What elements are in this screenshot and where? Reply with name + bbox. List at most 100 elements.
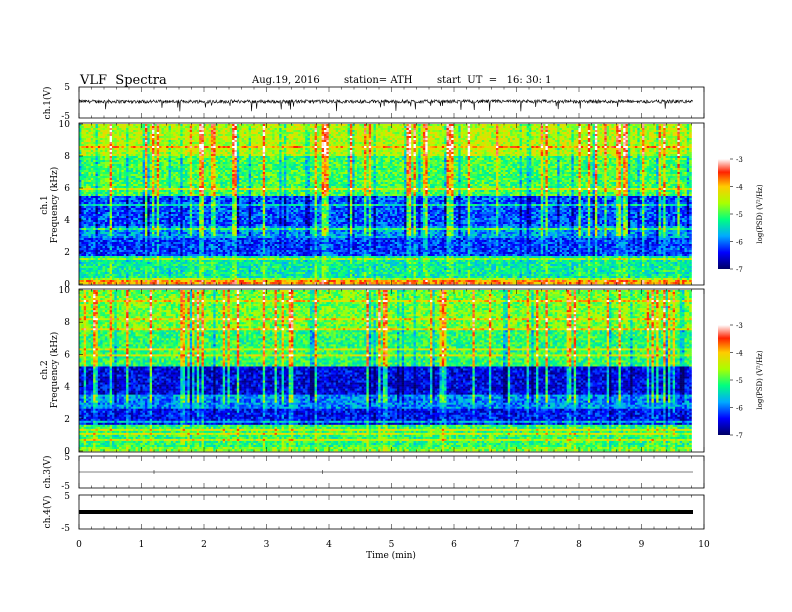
spectrogram-cell bbox=[352, 124, 355, 126]
spectrogram-cell bbox=[117, 132, 120, 134]
spectrogram-cell bbox=[343, 128, 346, 130]
spectrogram-cell bbox=[114, 134, 117, 136]
spectrogram-cell bbox=[444, 130, 447, 132]
spectrogram-cell bbox=[154, 130, 157, 132]
spectrogram-cell bbox=[378, 126, 381, 128]
spectrogram-cell bbox=[373, 134, 376, 136]
spectrogram-cell bbox=[395, 128, 398, 130]
spectrogram-cell bbox=[138, 132, 141, 134]
spectrogram-cell bbox=[550, 130, 553, 132]
spectrogram-cell bbox=[477, 132, 480, 134]
spectrogram-cell bbox=[279, 136, 282, 138]
spectrogram-cell bbox=[684, 128, 687, 130]
spectrogram-cell bbox=[213, 138, 216, 140]
spectrogram-cell bbox=[430, 128, 433, 130]
spectrogram-cell bbox=[595, 132, 598, 134]
spectrogram-cell bbox=[637, 126, 640, 128]
spectrogram-cell bbox=[366, 128, 369, 130]
spectrogram-cell bbox=[169, 134, 172, 136]
spectrogram-cell bbox=[494, 138, 497, 140]
spectrogram-cell bbox=[545, 130, 548, 132]
spectrogram-cell bbox=[369, 134, 372, 136]
spectrogram-cell bbox=[496, 138, 499, 140]
spectrogram-cell bbox=[277, 134, 280, 136]
spectrogram-cell bbox=[621, 132, 624, 134]
spectrogram-cell bbox=[564, 130, 567, 132]
spectrogram-cell bbox=[376, 126, 379, 128]
spectrogram-cell bbox=[180, 134, 183, 136]
spectrogram-cell bbox=[472, 126, 475, 128]
spectrogram-cell bbox=[421, 134, 424, 136]
spectrogram-cell bbox=[206, 128, 209, 130]
spectrogram-cell bbox=[522, 136, 525, 138]
spectrogram-cell bbox=[169, 130, 172, 132]
spectrogram-cell bbox=[465, 136, 468, 138]
spectrogram-cell bbox=[230, 132, 233, 134]
spectrogram-cell bbox=[357, 124, 360, 126]
spectrogram-cell bbox=[152, 138, 155, 140]
spectrogram-cell bbox=[289, 132, 292, 134]
spectrogram-cell bbox=[402, 128, 405, 130]
spectrogram-cell bbox=[496, 126, 499, 128]
spectrogram-cell bbox=[463, 130, 466, 132]
spectrogram-cell bbox=[345, 136, 348, 138]
spectrogram-cell bbox=[498, 126, 501, 128]
spectrogram-cell bbox=[263, 126, 266, 128]
spectrogram-cell bbox=[312, 124, 315, 126]
spectrogram-cell bbox=[630, 124, 633, 126]
spectrogram-cell bbox=[637, 136, 640, 138]
spectrogram-cell bbox=[451, 126, 454, 128]
spectrogram-cell bbox=[449, 128, 452, 130]
spectrogram-cell bbox=[234, 130, 237, 132]
spectrogram-cell bbox=[602, 130, 605, 132]
spectrogram-cell bbox=[211, 126, 214, 128]
spectrogram-cell bbox=[298, 126, 301, 128]
spectrogram-cell bbox=[244, 124, 247, 126]
spectrogram-cell bbox=[298, 128, 301, 130]
spectrogram-cell bbox=[385, 132, 388, 134]
spectrogram-cell bbox=[489, 128, 492, 130]
spectrogram-cell bbox=[159, 134, 162, 136]
spectrogram-cell bbox=[461, 136, 464, 138]
spectrogram-cell bbox=[456, 134, 459, 136]
spectrogram-cell bbox=[303, 138, 306, 140]
spectrogram-cell bbox=[152, 132, 155, 134]
spectrogram-cell bbox=[381, 132, 384, 134]
spectrogram-cell bbox=[651, 134, 654, 136]
spectrogram-cell bbox=[557, 134, 560, 136]
spectrogram-cell bbox=[336, 138, 339, 140]
spectrogram-cell bbox=[140, 138, 143, 140]
spectrogram-cell bbox=[84, 138, 87, 140]
spectrogram-cell bbox=[164, 138, 167, 140]
spectrogram-cell bbox=[395, 132, 398, 134]
spectrogram-cell bbox=[687, 126, 690, 128]
spectrogram-cell bbox=[555, 130, 558, 132]
spectrogram-cell bbox=[435, 128, 438, 130]
spectrogram-cell bbox=[630, 126, 633, 128]
spectrogram-cell bbox=[147, 124, 150, 126]
spectrogram-cell bbox=[293, 128, 296, 130]
spectrogram-cell bbox=[152, 126, 155, 128]
spectrogram-cell bbox=[536, 124, 539, 126]
spectrogram-cell bbox=[522, 126, 525, 128]
spectrogram-cell bbox=[291, 138, 294, 140]
spectrogram-cell bbox=[611, 132, 614, 134]
spectrogram-cell bbox=[331, 138, 334, 140]
spectrogram-cell bbox=[187, 126, 190, 128]
spectrogram-cell bbox=[633, 132, 636, 134]
spectrogram-cell bbox=[520, 134, 523, 136]
spectrogram-cell bbox=[159, 132, 162, 134]
spectrogram-cell bbox=[293, 138, 296, 140]
spectrogram-cell bbox=[88, 136, 91, 138]
spectrogram-cell bbox=[677, 136, 680, 138]
spectrogram-cell bbox=[411, 134, 414, 136]
spectrogram-cell bbox=[588, 130, 591, 132]
spectrogram-cell bbox=[383, 130, 386, 132]
spectrogram-cell bbox=[121, 134, 124, 136]
spectrogram-cell bbox=[159, 128, 162, 130]
spectrogram-cell bbox=[472, 128, 475, 130]
spectrogram-cell bbox=[319, 126, 322, 128]
spectrogram-cell bbox=[298, 136, 301, 138]
spectrogram-cell bbox=[442, 132, 445, 134]
spectrogram-cell bbox=[359, 130, 362, 132]
